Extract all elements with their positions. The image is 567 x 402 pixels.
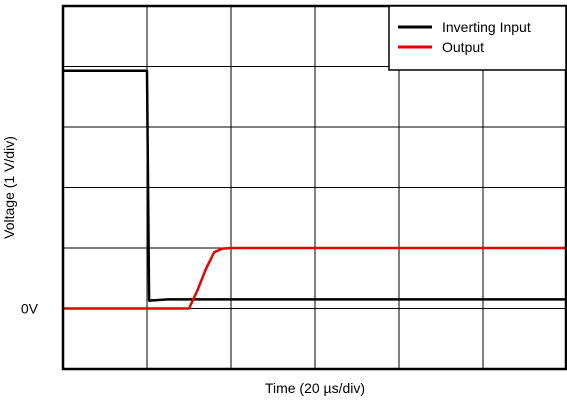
x-axis-label: Time (20 µs/div) — [265, 380, 365, 396]
legend-label-output: Output — [442, 39, 484, 55]
series-layer — [63, 69, 567, 310]
series-line-inverting-input — [63, 69, 567, 302]
series-line-output — [63, 246, 567, 310]
legend-label-inverting-input: Inverting Input — [442, 19, 531, 35]
legend: Inverting Input Output — [388, 5, 567, 71]
legend-box — [388, 5, 567, 71]
y-axis-label: Voltage (1 V/div) — [1, 136, 17, 239]
zero-volt-label: 0V — [21, 301, 39, 317]
plot-frame — [61, 4, 567, 371]
